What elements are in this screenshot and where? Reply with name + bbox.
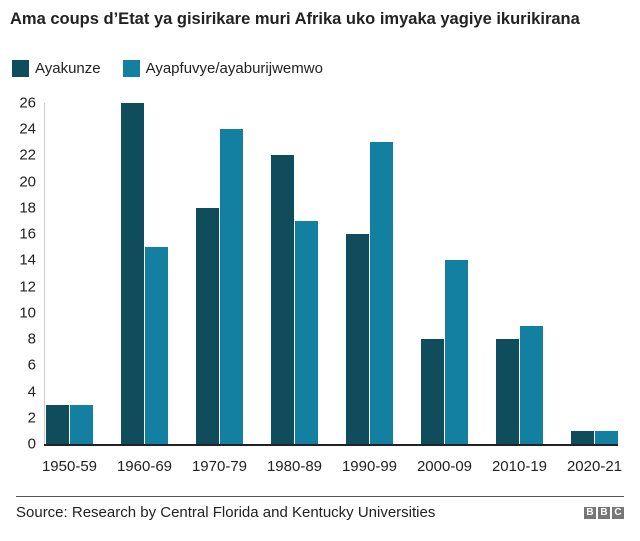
x-tick-label: 1990-99 [341,458,398,475]
bar-succeeded [496,339,519,444]
bar-succeeded [46,404,69,444]
legend-swatch-failed [122,60,140,77]
y-tick-label: 26 [19,94,36,112]
y-tick-label: 24 [19,120,36,138]
x-tick-label: 2000-09 [416,458,473,475]
bar-succeeded [346,234,369,444]
bar-failed [445,260,468,444]
y-tick-label: 4 [27,383,36,401]
bbc-logo-b2: B [598,507,610,519]
bar-succeeded [121,103,144,444]
bar-succeeded [271,155,294,444]
legend-label-succeeded: Ayakunze [35,60,101,77]
bbc-logo: B B C [584,507,624,519]
y-axis-line [44,103,45,444]
legend-item-succeeded: Ayakunze [12,60,101,77]
bbc-logo-c: C [612,507,624,519]
x-tick-label: 1980-89 [266,458,323,475]
x-tick-label: 1960-69 [116,458,173,475]
legend-item-failed: Ayapfuvye/ayaburijwemwo [122,60,323,77]
y-tick-label: 8 [27,330,36,348]
y-tick-label: 10 [19,304,36,322]
y-tick-label: 0 [27,435,36,453]
y-tick-label: 12 [19,278,36,296]
x-tick-label: 2020-21 [566,458,623,475]
bar-failed [520,325,543,444]
x-tick-label: 1970-79 [191,458,248,475]
bar-failed [145,247,168,444]
bar-succeeded [571,430,594,444]
bar-chart: 0 2 4 6 8 10 12 14 16 18 20 22 24 26 1950-59 1960-69 197… [0,90,640,480]
bar-failed [220,129,243,444]
x-tick-label: 2010-19 [491,458,548,475]
y-tick-label: 2 [27,409,36,427]
y-tick-label: 14 [19,251,36,269]
legend-swatch-succeeded [12,60,29,77]
footer-divider [16,496,624,497]
bar-failed [295,221,318,444]
bar-failed [595,430,618,444]
chart-title: Ama coups d’Etat ya gisirikare muri Afri… [10,10,580,28]
bar-failed [370,142,393,444]
y-tick-label: 20 [19,173,36,191]
y-tick-label: 6 [27,356,36,374]
source-note: Source: Research by Central Florida and … [16,504,436,521]
bbc-logo-b1: B [584,507,596,519]
y-tick-label: 16 [19,225,36,243]
legend-label-failed: Ayapfuvye/ayaburijwemwo [145,60,323,77]
x-tick-label: 1950-59 [41,458,98,475]
x-axis-baseline [44,444,618,446]
bar-failed [70,404,93,444]
bar-succeeded [421,339,444,444]
bar-succeeded [196,207,219,444]
legend: Ayakunze Ayapfuvye/ayaburijwemwo [12,60,345,77]
y-tick-label: 18 [19,199,36,217]
y-tick-label: 22 [19,146,36,164]
